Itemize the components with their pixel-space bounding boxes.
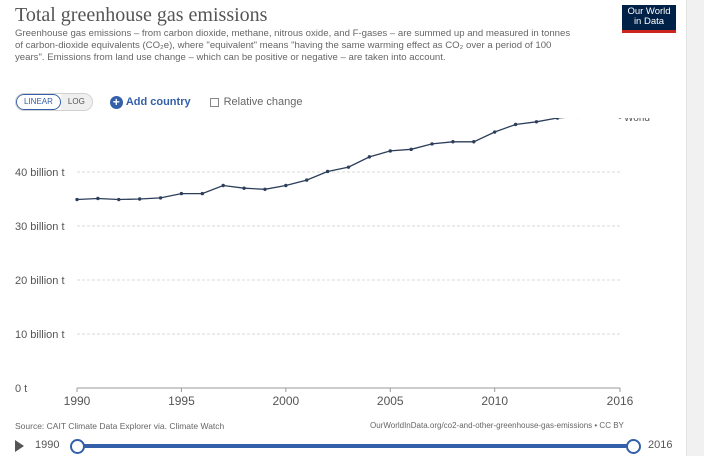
timeline: 1990 2016: [0, 436, 686, 456]
data-point: [388, 149, 392, 153]
y-tick-label: 0 t: [15, 383, 27, 395]
y-tick-label: 10 billion t: [15, 329, 65, 341]
add-country-label: Add country: [125, 96, 191, 108]
line-chart: 0 t 10 billion t 20 billion t 30 billion t 4…: [15, 118, 650, 408]
data-point: [555, 118, 560, 120]
y-tick-label: 30 billion t: [15, 221, 65, 233]
timeline-end-label: 2016: [648, 439, 673, 451]
data-point: [242, 186, 246, 190]
data-point: [325, 169, 330, 174]
source-url[interactable]: OurWorldInData.org/co2-and-other-greenho…: [370, 421, 624, 430]
chart-controls: LINEAR LOG + Add country Relative change: [15, 93, 302, 111]
source-note[interactable]: Source: CAIT Climate Data Explorer via. …: [15, 421, 225, 431]
play-icon[interactable]: [15, 440, 24, 452]
data-point: [618, 118, 622, 119]
data-point: [263, 187, 267, 191]
series-label-world: World: [624, 118, 650, 124]
chart-title: Total greenhouse gas emissions: [15, 4, 268, 26]
owid-logo[interactable]: Our World in Data: [622, 5, 676, 33]
timeline-track[interactable]: [77, 444, 633, 448]
x-tick-label: 2010: [481, 394, 508, 408]
scrollbar[interactable]: [687, 0, 704, 456]
data-point: [221, 183, 225, 188]
y-tick-label: 40 billion t: [15, 167, 65, 179]
relative-change-label: Relative change: [223, 96, 303, 108]
data-point: [179, 191, 184, 196]
linear-scale-button[interactable]: LINEAR: [16, 94, 61, 110]
data-point: [513, 122, 518, 127]
add-country-button[interactable]: + Add country: [109, 95, 191, 109]
checkbox-icon[interactable]: [209, 97, 219, 107]
x-tick-label: 1995: [168, 394, 195, 408]
data-point: [534, 120, 539, 124]
relative-change-toggle[interactable]: Relative change: [209, 96, 303, 108]
y-tick-label: 20 billion t: [15, 275, 65, 287]
scale-toggle: LINEAR LOG: [15, 93, 93, 111]
data-point: [409, 147, 413, 152]
data-point: [367, 155, 372, 159]
x-tick-label: 2016: [607, 394, 634, 408]
data-point: [492, 130, 497, 134]
x-tick-label: 2000: [272, 394, 299, 408]
logo-line-1: Our World: [627, 6, 671, 17]
data-point: [75, 197, 79, 202]
series-line-world: [76, 118, 566, 201]
data-point: [346, 165, 351, 169]
data-point: [158, 196, 163, 200]
timeline-end-handle[interactable]: [626, 439, 641, 454]
data-point: [200, 191, 205, 196]
timeline-start-handle[interactable]: [70, 439, 85, 454]
data-point: [137, 197, 142, 201]
data-point: [117, 197, 121, 202]
plus-circle-icon: +: [109, 95, 123, 109]
data-point: [472, 140, 476, 144]
x-tick-label: 1990: [64, 394, 91, 408]
chart-frame: [686, 0, 687, 456]
data-point: [284, 183, 288, 188]
x-tick-label: 2005: [377, 394, 404, 408]
data-point: [430, 142, 434, 146]
timeline-start-label: 1990: [35, 439, 60, 451]
data-point: [305, 178, 309, 182]
chart-subtitle: Greenhouse gas emissions – from carbon d…: [15, 28, 571, 63]
data-point: [96, 196, 100, 201]
data-point: [451, 140, 455, 144]
log-scale-button[interactable]: LOG: [60, 94, 92, 110]
logo-line-2: in Data: [633, 16, 665, 27]
